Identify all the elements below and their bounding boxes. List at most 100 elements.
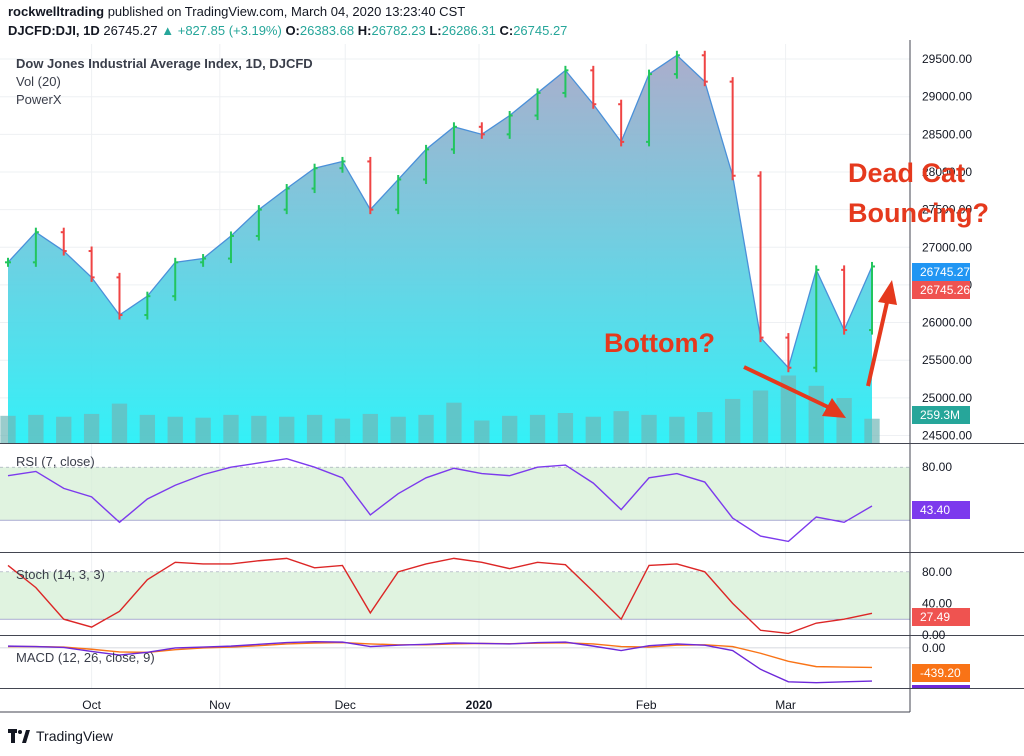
volume-bar — [529, 414, 546, 443]
volume-bar — [334, 418, 351, 443]
rsi-badge: 43.40 — [920, 503, 950, 517]
last-price: 26745.27 — [103, 23, 158, 38]
volume-badge: 259.3M — [920, 408, 960, 422]
last-price-badge: 26745.27 — [920, 265, 970, 279]
price-tick-label: 29500.00 — [922, 52, 972, 66]
stoch-tick-label: 0.00 — [922, 628, 946, 642]
volume-bar — [306, 414, 323, 443]
stoch-band — [0, 571, 910, 620]
price-tick-label: 25000.00 — [922, 391, 972, 405]
footer-brand-name: TradingView — [36, 728, 114, 744]
volume-bar — [585, 416, 601, 443]
price-ticks — [5, 50, 875, 373]
pane-legends: Dow Jones Industrial Average Index, 1D, … — [16, 56, 313, 665]
volume-bar — [167, 416, 183, 443]
stoch-tick-label: 40.00 — [922, 596, 952, 610]
up-triangle-icon: ▲ — [161, 23, 175, 38]
symbol-label: DJCFD:DJI, 1D — [8, 23, 100, 38]
low-value: 26286.31 — [441, 23, 496, 38]
volume-bar — [641, 414, 657, 443]
price-tick-label: 27500.00 — [922, 203, 972, 217]
volume-bar — [752, 390, 769, 443]
bounce-arrow-shaft — [866, 297, 890, 387]
volume-bar — [780, 375, 797, 443]
bottom-arrow-shaft — [743, 365, 831, 410]
high-value: 26782.23 — [371, 23, 426, 38]
price-tick-label: 25500.00 — [922, 353, 972, 367]
volume-bar — [418, 414, 434, 443]
volume-bars — [0, 375, 880, 443]
low-label: L: — [429, 23, 442, 38]
price-tick-label: 26000.00 — [922, 316, 972, 330]
indicator-bands — [0, 466, 910, 620]
time-tick-label: Feb — [636, 698, 657, 712]
price-area-fill — [8, 55, 872, 444]
volume-bar — [111, 403, 128, 443]
powerx-legend: PowerX — [16, 92, 62, 107]
rsi-badge-bg — [912, 501, 970, 519]
volume-bar — [223, 414, 239, 443]
price-tick-label: 28500.00 — [922, 127, 972, 141]
pane-frames — [0, 40, 1024, 713]
bottom-label: Bottom? — [604, 328, 715, 358]
close-label: C: — [499, 23, 514, 38]
volume-bar — [83, 413, 100, 443]
price-area — [7, 54, 873, 444]
volume-bar — [195, 417, 211, 443]
publisher-name[interactable]: rockwelltrading — [8, 4, 105, 19]
volume-bar — [474, 420, 490, 443]
bounce-arrow-head — [878, 280, 897, 305]
volume-bar — [864, 418, 880, 443]
volume-bar — [362, 413, 378, 443]
volume-bar — [557, 413, 574, 443]
price-tick-label: 29000.00 — [922, 90, 972, 104]
price-legend-title: Dow Jones Industrial Average Index, 1D, … — [16, 56, 313, 71]
dead-cat-label-1: Dead Cat — [848, 158, 965, 188]
volume-bar — [390, 416, 406, 443]
rsi-legend: RSI (7, close) — [16, 454, 95, 469]
close-value: 26745.27 — [513, 23, 568, 38]
stoch-badge-bg — [912, 608, 970, 626]
stoch-line — [7, 557, 873, 635]
macd-tick-label: 0.00 — [922, 641, 946, 655]
time-tick-label: Oct — [82, 698, 101, 712]
footer-brand[interactable]: TradingView — [8, 728, 113, 744]
annotations: Dead Cat Bouncing? Bottom? — [604, 158, 989, 418]
price-tick-label: 24500.00 — [922, 428, 972, 442]
high-label: H: — [357, 23, 372, 38]
ohlc-line: DJCFD:DJI, 1D 26745.27 ▲ +827.85 (+3.19%… — [8, 23, 567, 38]
macd-line — [7, 640, 873, 684]
indicator-lines — [0, 458, 910, 684]
volume-bar — [0, 415, 16, 443]
volume-bar — [279, 416, 295, 443]
volume-bar — [251, 415, 267, 443]
volume-badge-bg — [912, 406, 970, 424]
volume-bar — [502, 415, 518, 443]
price-badges: 26745.27 26745.26 259.3M 43.40 27.49 -439.20 — [912, 263, 970, 688]
close-price-badge: 26745.26 — [920, 283, 970, 297]
time-tick-label: 2020 — [466, 698, 493, 712]
price-area-line — [7, 54, 873, 370]
macd-badge: -439.20 — [920, 666, 961, 680]
open-label: O: — [285, 23, 300, 38]
volume-bar — [613, 411, 629, 443]
volume-bar — [669, 416, 685, 443]
close-price-badge-bg — [912, 281, 970, 299]
volume-bar — [808, 385, 824, 443]
publish-line: rockwelltrading published on TradingView… — [8, 4, 465, 19]
volume-bar — [724, 398, 741, 443]
volume-bar — [697, 412, 713, 443]
time-tick-label: Mar — [775, 698, 796, 712]
chart-canvas[interactable]: 24500.0025000.0025500.0026000.0026500.00… — [0, 0, 1024, 728]
volume-bar — [56, 416, 72, 443]
volume-bar — [836, 398, 852, 443]
last-price-badge-bg — [912, 263, 970, 281]
rsi-band — [0, 467, 910, 521]
dead-cat-label-2: Bouncing? — [848, 198, 989, 228]
change-value: +827.85 (+3.19%) — [177, 23, 282, 38]
rsi-line — [7, 458, 873, 543]
macd-legend: MACD (12, 26, close, 9) — [16, 650, 155, 665]
time-tick-label: Nov — [209, 698, 230, 712]
macd-badge-bg — [912, 664, 970, 682]
published-text: published on TradingView.com, March 04, … — [107, 4, 466, 19]
